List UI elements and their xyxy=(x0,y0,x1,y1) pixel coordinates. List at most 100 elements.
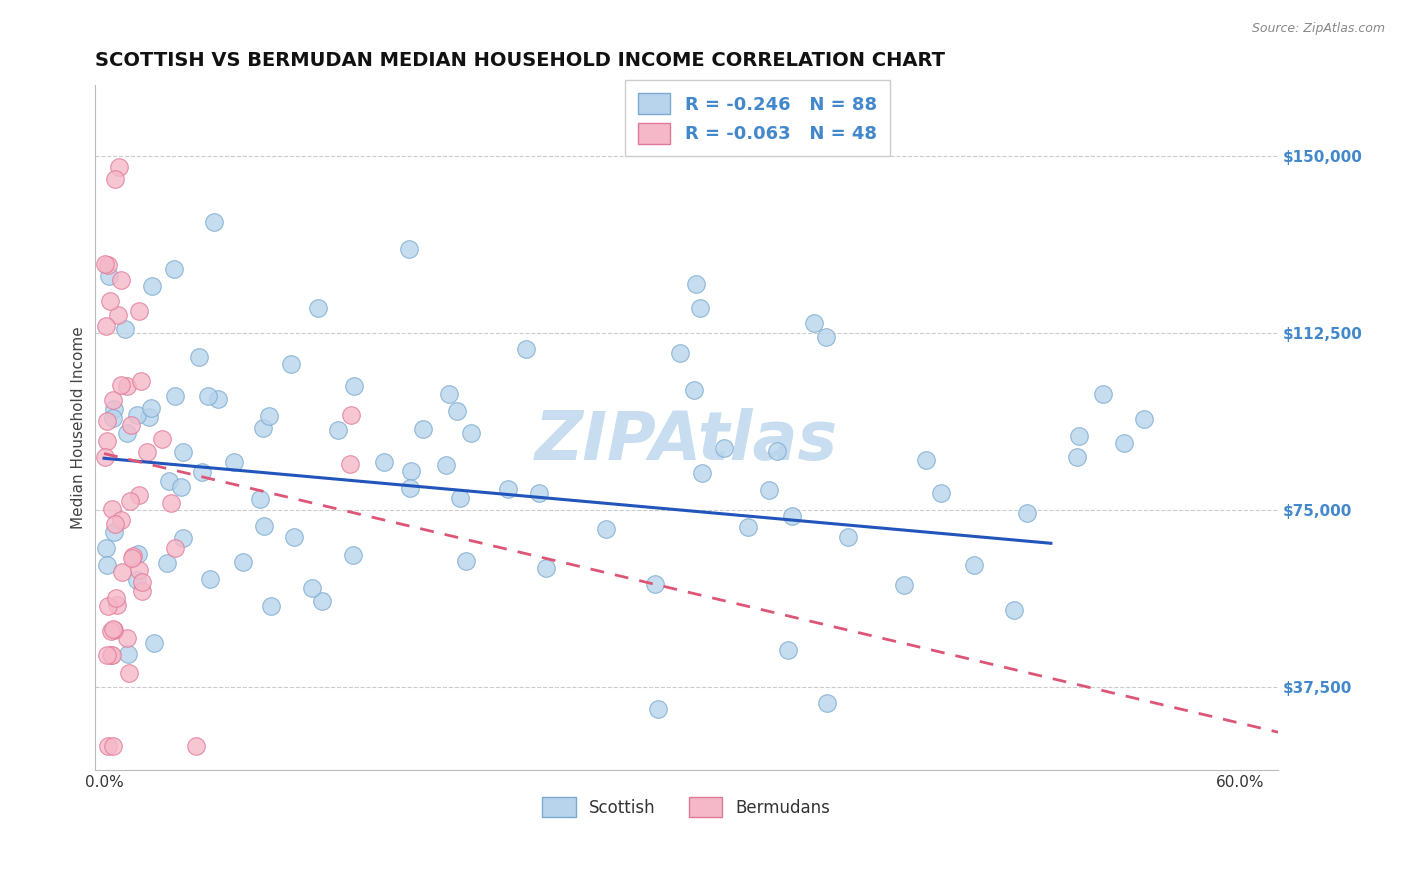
Point xyxy=(780,508,803,523)
Point xyxy=(103,392,125,407)
Point xyxy=(253,519,276,533)
Point xyxy=(515,342,537,356)
Point xyxy=(100,648,122,662)
Point xyxy=(121,550,143,565)
Point xyxy=(301,581,323,595)
Point xyxy=(127,409,149,423)
Point xyxy=(96,434,118,449)
Point xyxy=(1015,506,1038,520)
Point xyxy=(141,278,163,293)
Point xyxy=(110,513,132,527)
Point xyxy=(1069,429,1091,443)
Point xyxy=(191,465,214,479)
Point xyxy=(311,594,333,608)
Point xyxy=(340,408,363,422)
Point xyxy=(98,293,121,308)
Point xyxy=(94,541,117,555)
Point xyxy=(104,516,127,531)
Point xyxy=(94,257,117,271)
Point xyxy=(157,474,180,488)
Point xyxy=(103,525,125,540)
Point xyxy=(104,172,127,186)
Point xyxy=(1133,412,1156,426)
Point xyxy=(202,215,225,229)
Point xyxy=(595,522,617,536)
Point xyxy=(207,392,229,406)
Point xyxy=(412,421,434,435)
Point xyxy=(343,379,366,393)
Point xyxy=(117,647,139,661)
Point xyxy=(460,425,482,440)
Point xyxy=(125,573,148,587)
Point xyxy=(915,453,938,467)
Point xyxy=(100,624,122,638)
Point xyxy=(342,548,364,562)
Point xyxy=(647,701,669,715)
Point xyxy=(188,350,211,364)
Point xyxy=(529,486,551,500)
Point xyxy=(689,301,711,315)
Point xyxy=(136,445,159,459)
Point xyxy=(713,441,735,455)
Point xyxy=(97,739,120,754)
Point xyxy=(138,410,160,425)
Point xyxy=(373,455,395,469)
Point xyxy=(929,486,952,500)
Point xyxy=(108,160,131,174)
Point xyxy=(120,417,142,432)
Point xyxy=(129,374,152,388)
Point xyxy=(107,309,129,323)
Point xyxy=(259,409,281,423)
Point xyxy=(198,573,221,587)
Point xyxy=(690,466,713,480)
Legend: Scottish, Bermudans: Scottish, Bermudans xyxy=(536,790,837,823)
Point xyxy=(96,414,118,428)
Point xyxy=(803,316,825,330)
Point xyxy=(439,386,461,401)
Point xyxy=(128,488,150,502)
Y-axis label: Median Household Income: Median Household Income xyxy=(72,326,86,529)
Point xyxy=(685,277,707,291)
Point xyxy=(758,483,780,498)
Point xyxy=(97,599,120,613)
Text: SCOTTISH VS BERMUDAN MEDIAN HOUSEHOLD INCOME CORRELATION CHART: SCOTTISH VS BERMUDAN MEDIAN HOUSEHOLD IN… xyxy=(94,51,945,70)
Point xyxy=(103,739,125,754)
Point xyxy=(283,530,305,544)
Point xyxy=(105,598,128,612)
Point xyxy=(446,404,468,418)
Point xyxy=(105,591,128,606)
Point xyxy=(152,432,174,446)
Point xyxy=(252,420,274,434)
Point xyxy=(222,454,245,468)
Point xyxy=(114,322,136,336)
Point xyxy=(260,599,283,613)
Point xyxy=(169,480,191,494)
Point xyxy=(232,555,254,569)
Point xyxy=(118,665,141,680)
Point xyxy=(197,389,219,403)
Point xyxy=(165,541,187,556)
Point xyxy=(837,530,859,544)
Point xyxy=(669,346,692,360)
Point xyxy=(143,636,166,650)
Point xyxy=(100,502,122,516)
Text: Source: ZipAtlas.com: Source: ZipAtlas.com xyxy=(1251,22,1385,36)
Point xyxy=(163,389,186,403)
Point xyxy=(683,383,706,397)
Point xyxy=(115,379,138,393)
Point xyxy=(399,464,422,478)
Point xyxy=(103,401,125,416)
Point xyxy=(121,549,143,563)
Point xyxy=(156,556,179,570)
Point xyxy=(1066,450,1088,464)
Point xyxy=(454,554,477,568)
Point xyxy=(94,450,117,464)
Point xyxy=(737,520,759,534)
Point xyxy=(434,458,457,472)
Point xyxy=(963,558,986,572)
Point xyxy=(172,445,194,459)
Text: ZIPAtlas: ZIPAtlas xyxy=(534,409,838,475)
Point xyxy=(1002,603,1025,617)
Point xyxy=(160,496,183,510)
Point xyxy=(110,377,132,392)
